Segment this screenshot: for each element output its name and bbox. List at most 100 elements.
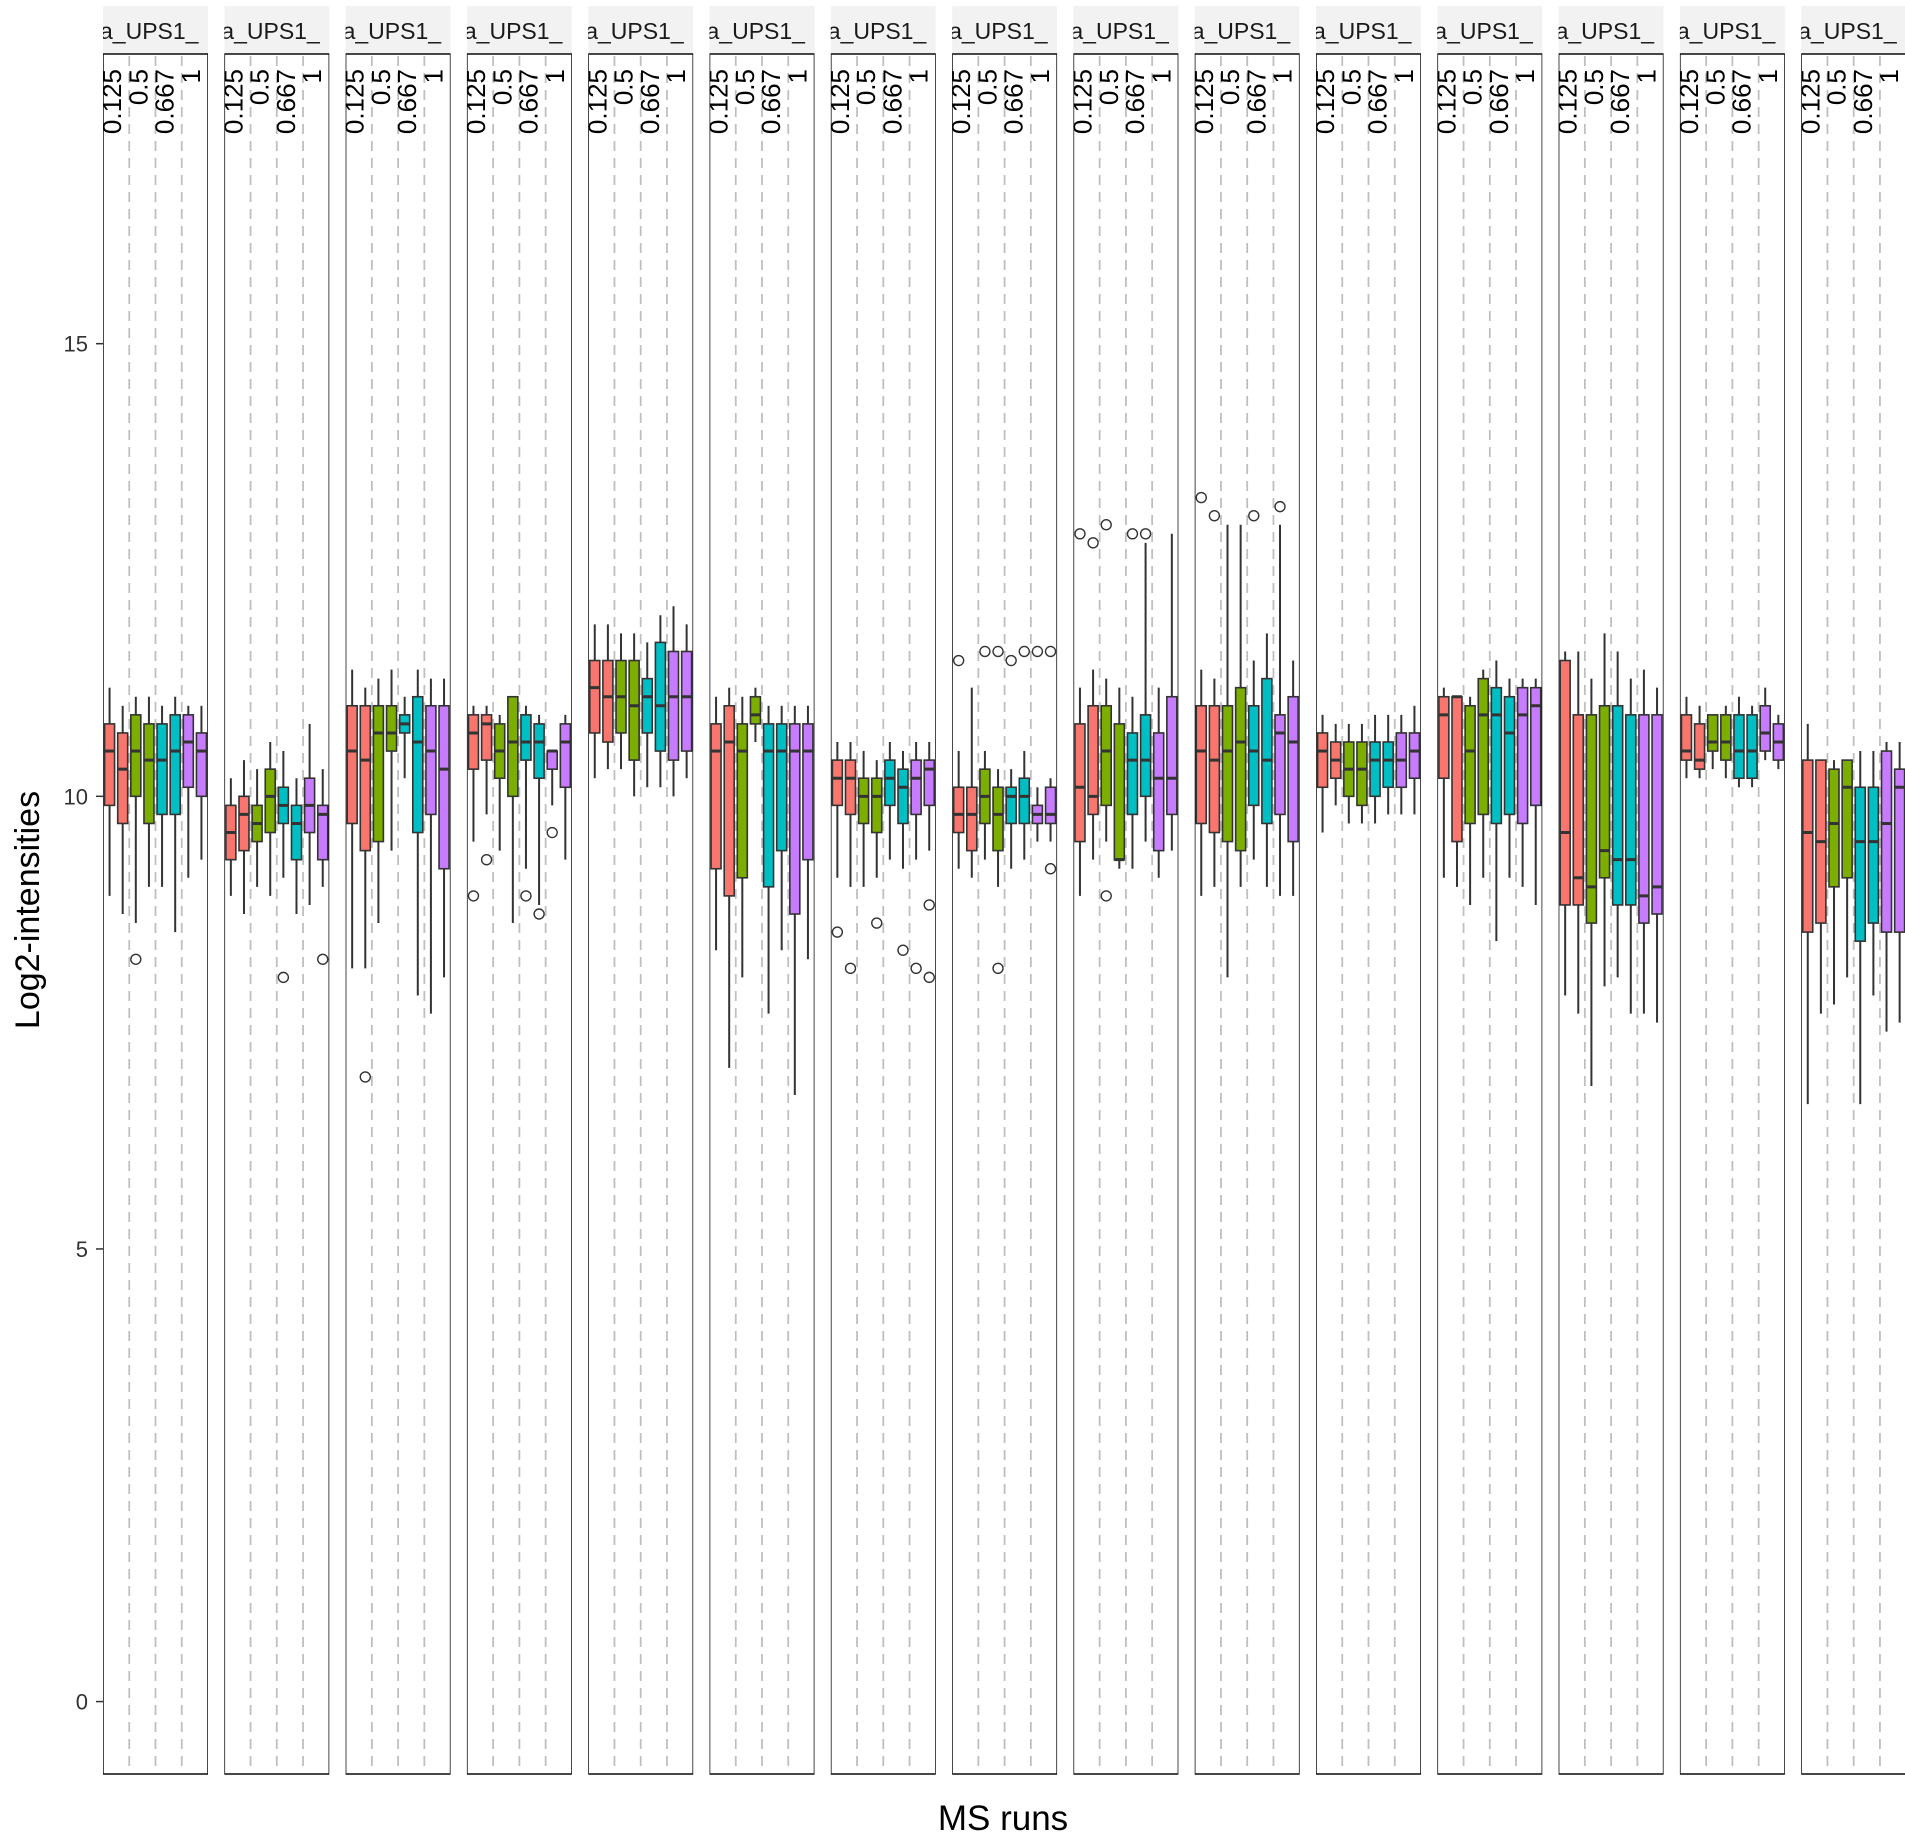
condition-label: 0.125 — [1431, 69, 1461, 134]
box-body — [1746, 714, 1758, 780]
condition-label: 0.667 — [1848, 69, 1878, 134]
box-body — [654, 641, 667, 752]
box-body — [775, 723, 788, 852]
box-run-6 — [1018, 645, 1031, 860]
box-run-7 — [1395, 714, 1408, 815]
condition-label: 0.125 — [946, 69, 976, 134]
box-run-8 — [1529, 678, 1542, 905]
box-run-2 — [116, 705, 129, 914]
strip-label: a_UPS1_ — [464, 18, 564, 44]
box-run-1 — [1074, 528, 1086, 896]
condition-label: 1 — [418, 69, 448, 83]
condition-label: 1 — [1753, 69, 1783, 83]
box-run-3 — [1100, 519, 1112, 902]
condition-label: 0.125 — [1310, 69, 1340, 134]
box-outlier — [831, 926, 844, 938]
y-axis: 0 5 10 15 — [64, 332, 103, 1715]
box-body — [1074, 723, 1086, 843]
box-run-6 — [1261, 633, 1273, 887]
box-run-2 — [844, 742, 857, 975]
box-outlier — [1087, 537, 1099, 549]
box-run-8 — [1893, 742, 1905, 1023]
box-run-6 — [169, 696, 181, 933]
box-body — [602, 659, 614, 743]
box-run-7 — [1274, 500, 1286, 896]
box-body — [923, 759, 936, 807]
box-outlier — [992, 645, 1004, 658]
box-outlier — [1074, 528, 1086, 540]
strip-label: a_UPS1_ — [1313, 18, 1413, 44]
box-run-5 — [1490, 660, 1503, 942]
box-body — [1044, 786, 1057, 825]
condition-label: 0.5 — [972, 69, 1002, 105]
strip-background — [952, 6, 1058, 54]
box-body — [1005, 786, 1017, 825]
box-outlier — [1195, 491, 1207, 504]
y-tick-label-0: 0 — [76, 1690, 88, 1715]
condition-label: 0.125 — [461, 69, 491, 134]
box-body — [546, 750, 558, 770]
box-run-1 — [467, 705, 480, 902]
box-run-3 — [372, 678, 385, 924]
box-run-8 — [1044, 645, 1057, 875]
box-outlier — [480, 853, 493, 866]
panel-border — [224, 53, 330, 1775]
strip-label: a_UPS1_ — [585, 18, 685, 44]
box-body — [130, 714, 142, 798]
box-run-8 — [438, 678, 450, 978]
condition-label: 0.125 — [1553, 69, 1583, 134]
box-body — [1585, 714, 1598, 924]
condition-label: 0.125 — [1189, 69, 1219, 134]
box-run-7 — [303, 723, 316, 905]
box-run-1 — [588, 624, 601, 779]
box-run-7 — [182, 705, 195, 878]
box-run-4 — [1113, 687, 1126, 869]
box-run-5 — [1369, 714, 1381, 824]
box-body — [1611, 704, 1624, 906]
condition-label: 0.5 — [1336, 69, 1366, 105]
box-run-4 — [1720, 705, 1732, 779]
box-body — [425, 704, 437, 816]
panel-border — [588, 53, 694, 1775]
condition-label: 0.125 — [582, 69, 612, 134]
box-body — [965, 786, 978, 852]
box-body — [182, 714, 195, 789]
box-body — [1854, 786, 1867, 942]
box-run-1 — [103, 687, 116, 896]
box-run-6 — [1867, 751, 1880, 996]
box-body — [1208, 704, 1221, 834]
box-outlier — [1018, 645, 1030, 658]
box-outlier — [992, 962, 1004, 975]
box-run-1 — [1438, 687, 1450, 878]
box-outlier — [467, 890, 480, 902]
box-run-3 — [1464, 696, 1476, 905]
panel-border — [709, 53, 815, 1775]
strip-background — [1194, 6, 1300, 54]
box-body — [1451, 695, 1463, 843]
box-run-2 — [965, 687, 978, 878]
box-body — [1693, 723, 1706, 770]
box-outlier — [277, 971, 290, 984]
panel-border — [952, 53, 1058, 1775]
condition-label: 0.667 — [756, 69, 786, 134]
strip-background — [1073, 6, 1179, 54]
box-outlier — [1044, 645, 1057, 658]
box-body — [588, 659, 601, 734]
condition-label: 0.5 — [1094, 69, 1124, 105]
box-body — [1438, 695, 1450, 780]
box-run-7 — [1759, 687, 1771, 761]
box-body — [1801, 759, 1814, 933]
box-body — [169, 714, 181, 816]
box-body — [1706, 714, 1719, 752]
strip-background — [1801, 6, 1905, 54]
box-run-5 — [1611, 651, 1624, 978]
box-body — [290, 804, 303, 861]
